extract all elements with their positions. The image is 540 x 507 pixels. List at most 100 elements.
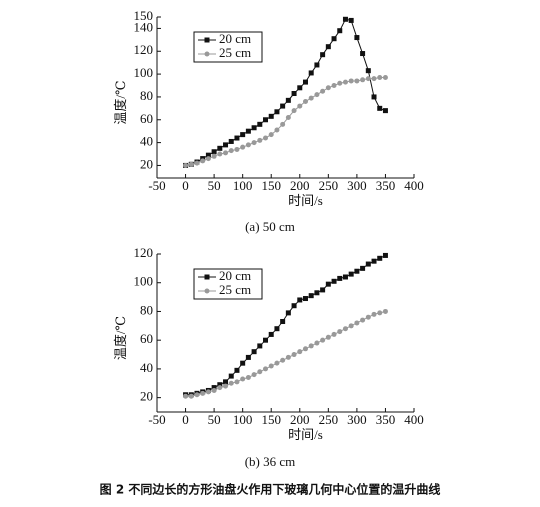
marker: [377, 105, 383, 111]
legend-marker: [204, 274, 210, 280]
y-tick-label: 80: [140, 302, 153, 317]
marker: [205, 156, 211, 162]
x-tick-label: 200: [290, 412, 310, 427]
y-tick-label: 120: [134, 245, 154, 260]
marker: [285, 310, 291, 316]
marker: [348, 17, 354, 23]
marker: [263, 366, 269, 372]
x-tick-label: -50: [148, 412, 165, 427]
marker: [234, 367, 240, 373]
marker: [308, 343, 314, 349]
marker: [371, 76, 377, 82]
subtitle: (a) 50 cm: [245, 219, 295, 234]
marker: [302, 79, 308, 85]
x-tick-label: 400: [404, 178, 424, 193]
marker: [325, 85, 331, 91]
marker: [377, 310, 383, 316]
marker: [274, 109, 280, 115]
marker: [342, 16, 348, 22]
x-axis-label: 时间/s: [288, 193, 323, 208]
marker: [234, 135, 240, 141]
marker: [228, 380, 234, 386]
marker: [320, 287, 326, 293]
marker: [251, 125, 257, 131]
y-axis-label: 温度/℃: [113, 80, 128, 124]
marker: [211, 387, 217, 393]
x-tick-label: 250: [319, 178, 339, 193]
x-axis-label: 时间/s: [288, 427, 323, 442]
y-tick-label: 40: [140, 360, 153, 375]
marker: [245, 354, 251, 360]
y-tick-label: 120: [134, 42, 154, 57]
legend-box: [193, 31, 263, 63]
marker: [228, 148, 234, 154]
legend-marker: [204, 51, 210, 57]
marker: [337, 329, 343, 335]
marker: [263, 135, 269, 141]
marker: [325, 334, 331, 340]
marker: [194, 392, 200, 398]
y-tick-label: 80: [140, 88, 153, 103]
y-axis-label: 温度/℃: [113, 316, 128, 360]
marker: [251, 372, 257, 378]
marker: [211, 149, 217, 155]
subtitle: (b) 36 cm: [245, 454, 296, 469]
marker: [337, 28, 343, 34]
marker: [331, 278, 337, 284]
x-tick-label: 350: [376, 412, 396, 427]
marker: [205, 389, 211, 395]
marker: [291, 108, 297, 114]
marker: [228, 373, 234, 379]
marker: [245, 128, 251, 134]
marker: [211, 153, 217, 159]
marker: [302, 346, 308, 352]
marker: [188, 393, 194, 399]
marker: [263, 337, 269, 343]
marker: [285, 114, 291, 120]
marker: [337, 275, 343, 281]
marker: [274, 360, 280, 366]
y-tick-label: 100: [134, 65, 154, 80]
marker: [280, 357, 286, 363]
marker: [263, 117, 269, 123]
y-tick-label: 100: [134, 274, 154, 289]
y-tick-label: 20: [140, 389, 153, 404]
marker: [314, 62, 320, 68]
marker: [371, 311, 377, 317]
marker: [297, 349, 303, 355]
marker: [251, 349, 257, 355]
marker: [285, 97, 291, 103]
marker: [360, 51, 366, 57]
marker: [331, 83, 337, 89]
marker: [342, 79, 348, 85]
x-tick-label: 250: [319, 412, 339, 427]
marker: [200, 158, 206, 164]
marker: [257, 137, 263, 143]
marker: [382, 252, 388, 258]
marker: [280, 103, 286, 109]
marker: [371, 94, 377, 100]
marker: [274, 127, 280, 133]
marker: [308, 70, 314, 76]
figure-caption: 图 2 不同边长的方形油盘火作用下玻璃几何中心位置的温升曲线: [100, 482, 441, 497]
legend-label: 25 cm: [219, 45, 251, 60]
marker: [285, 354, 291, 360]
marker: [291, 303, 297, 309]
marker: [360, 265, 366, 271]
marker: [280, 319, 286, 325]
marker: [217, 382, 223, 388]
legend-label: 25 cm: [219, 282, 251, 297]
marker: [302, 296, 308, 302]
marker: [297, 103, 303, 109]
marker: [297, 297, 303, 303]
marker: [314, 290, 320, 296]
marker: [240, 360, 246, 366]
marker: [365, 314, 371, 320]
x-tick-label: 400: [404, 412, 424, 427]
marker: [268, 113, 274, 119]
marker: [200, 390, 206, 396]
marker: [183, 162, 189, 168]
marker: [240, 144, 246, 150]
legend-marker: [204, 288, 210, 294]
